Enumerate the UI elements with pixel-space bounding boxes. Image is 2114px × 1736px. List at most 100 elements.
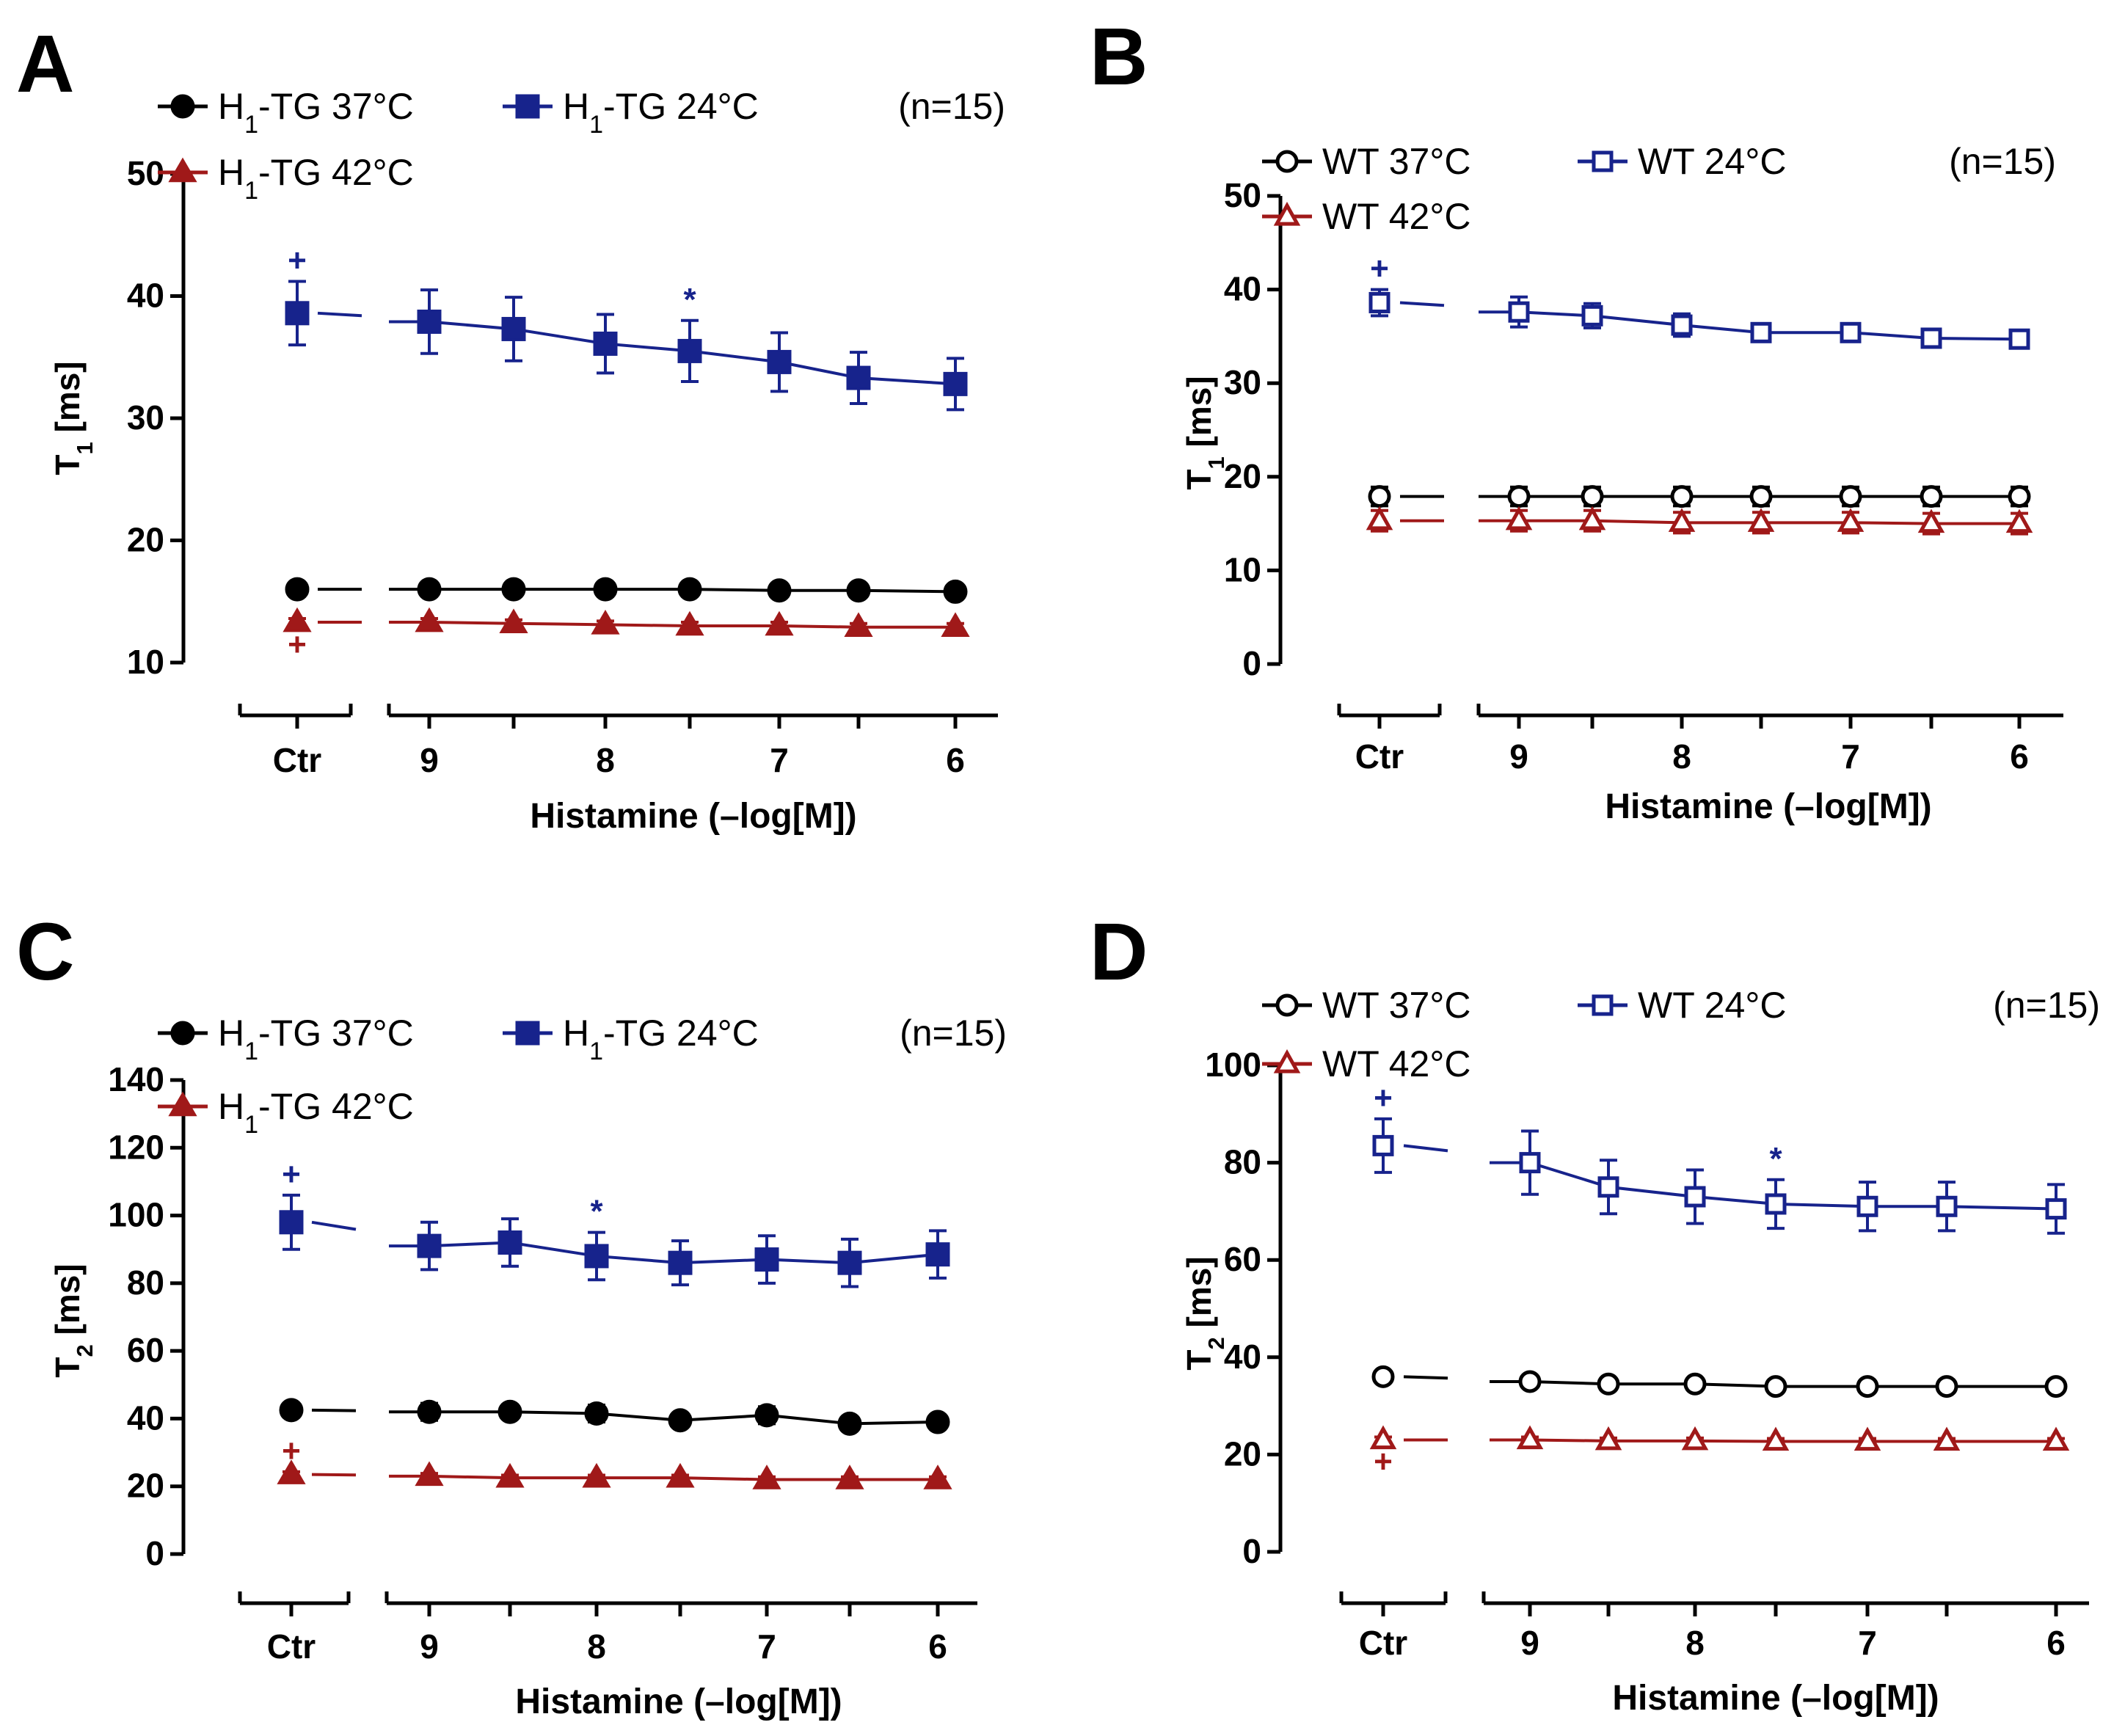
data-point bbox=[846, 365, 871, 390]
panel-b: B 0 10 20 30 40 50 T1 [ms] Ctr 9 8 7 6 Histamine (–lo… bbox=[1090, 12, 2063, 826]
data-point bbox=[1597, 1176, 1619, 1198]
data-point bbox=[417, 1399, 442, 1424]
subscript: 2 bbox=[1203, 1337, 1229, 1349]
data-point bbox=[593, 577, 618, 602]
y-tick-label: 80 bbox=[1224, 1143, 1261, 1181]
legend-marker bbox=[168, 157, 197, 183]
data-point bbox=[279, 1398, 304, 1423]
significance-plus: + bbox=[282, 1156, 301, 1192]
significance-asterisk: * bbox=[1769, 1141, 1782, 1177]
x-axis-label: Histamine (–log[M]) bbox=[515, 1682, 842, 1721]
data-point bbox=[666, 1462, 695, 1488]
y-tick-label: 60 bbox=[127, 1331, 164, 1369]
significance-asterisk: * bbox=[683, 282, 696, 318]
data-point bbox=[582, 1462, 611, 1488]
y-tick-label: 30 bbox=[1224, 363, 1261, 401]
subscript: 2 bbox=[72, 1344, 98, 1357]
y-tick-label: 100 bbox=[108, 1196, 164, 1234]
data-point bbox=[277, 1459, 306, 1484]
x-tick-label: 9 bbox=[1509, 737, 1528, 776]
data-point bbox=[1764, 1375, 1787, 1398]
n-label: (n=15) bbox=[1993, 985, 2100, 1026]
legend-label: WT 24°C bbox=[1638, 985, 1786, 1026]
legend-item: H1-TG 37°C bbox=[158, 86, 414, 139]
data-point bbox=[591, 610, 620, 635]
significance-plus: + bbox=[282, 1433, 301, 1469]
series-line bbox=[311, 1408, 357, 1412]
legend-marker bbox=[1592, 994, 1614, 1016]
y-tick-label: 80 bbox=[127, 1263, 164, 1302]
subscript: 1 bbox=[1203, 456, 1229, 469]
data-point bbox=[844, 612, 873, 637]
data-point bbox=[1581, 304, 1603, 327]
legend-label: WT 42°C bbox=[1322, 1043, 1470, 1084]
legend-item: H1-TG 42°C bbox=[158, 152, 414, 205]
series-triangle bbox=[283, 607, 970, 637]
data-point bbox=[923, 1465, 952, 1489]
data-point bbox=[1597, 1372, 1620, 1396]
y-tick-label: 100 bbox=[1205, 1046, 1261, 1084]
legend-label: H1-TG 24°C bbox=[563, 86, 759, 139]
data-point bbox=[1749, 485, 1773, 508]
data-point bbox=[677, 338, 702, 363]
panel-d: D 0 20 40 60 80 100 T2 [ms] Ctr 9 8 7 6 Histamine (–l… bbox=[1090, 907, 2100, 1718]
data-point bbox=[1936, 1195, 1958, 1217]
data-point bbox=[1681, 1426, 1709, 1451]
y-axis-label: T2 [ms] bbox=[1180, 1256, 1229, 1370]
legend-marker bbox=[1273, 202, 1301, 226]
x-tick-label: 7 bbox=[1841, 737, 1860, 776]
data-point bbox=[1581, 485, 1604, 508]
significance-asterisk: * bbox=[590, 1194, 603, 1230]
data-point bbox=[283, 607, 312, 632]
data-point bbox=[1368, 485, 1391, 508]
data-point bbox=[417, 577, 442, 602]
x-tick-label: 7 bbox=[757, 1627, 776, 1666]
x-tick-label: 6 bbox=[946, 741, 965, 779]
data-point bbox=[1684, 1186, 1706, 1208]
y-tick-label: 60 bbox=[1224, 1240, 1261, 1278]
n-label: (n=15) bbox=[1949, 141, 2056, 182]
series-triangle bbox=[1366, 506, 2033, 536]
legend-label: H1-TG 37°C bbox=[218, 1013, 414, 1065]
data-point bbox=[675, 610, 704, 636]
data-point bbox=[1840, 321, 1862, 343]
x-tick-label: 8 bbox=[587, 1627, 606, 1666]
legend: WT 37°C WT 24°C WT 42°C (n=15) bbox=[1262, 141, 2056, 237]
data-point bbox=[501, 316, 526, 341]
x-tick-label: Ctr bbox=[267, 1627, 316, 1666]
legend-marker bbox=[515, 1021, 540, 1046]
series-triangle bbox=[277, 1459, 952, 1489]
legend-item: WT 24°C bbox=[1578, 985, 1786, 1026]
data-point bbox=[1670, 485, 1694, 508]
y-tick-label: 40 bbox=[1224, 1338, 1261, 1376]
data-point bbox=[765, 610, 794, 636]
data-point bbox=[941, 612, 970, 637]
data-point bbox=[2005, 508, 2033, 533]
x-tick-label: 9 bbox=[420, 1627, 439, 1666]
y-tick-label: 20 bbox=[1224, 457, 1261, 495]
data-point bbox=[943, 371, 968, 396]
subscript: 1 bbox=[589, 111, 603, 139]
legend-item: WT 37°C bbox=[1262, 141, 1470, 182]
y-tick-label: 10 bbox=[1224, 550, 1261, 588]
data-point bbox=[1839, 485, 1862, 508]
data-point bbox=[1856, 1195, 1878, 1217]
series-square bbox=[1372, 1117, 2067, 1235]
x-tick-label: 7 bbox=[770, 741, 789, 779]
y-tick-label: 10 bbox=[127, 643, 164, 681]
data-point bbox=[417, 1233, 442, 1258]
data-point bbox=[846, 578, 871, 603]
legend-item: H1-TG 24°C bbox=[503, 1013, 759, 1065]
y-tick-label: 40 bbox=[1224, 270, 1261, 308]
series-square bbox=[1368, 288, 2030, 350]
data-point bbox=[1920, 327, 1942, 349]
y-tick-label: 0 bbox=[1242, 1532, 1261, 1570]
data-point bbox=[1765, 1193, 1787, 1215]
data-point bbox=[1747, 508, 1775, 532]
data-point bbox=[1518, 1370, 1542, 1393]
y-tick-label: 140 bbox=[108, 1060, 164, 1098]
data-point bbox=[943, 579, 968, 604]
data-point bbox=[1837, 508, 1865, 532]
subscript: 1 bbox=[72, 442, 98, 454]
